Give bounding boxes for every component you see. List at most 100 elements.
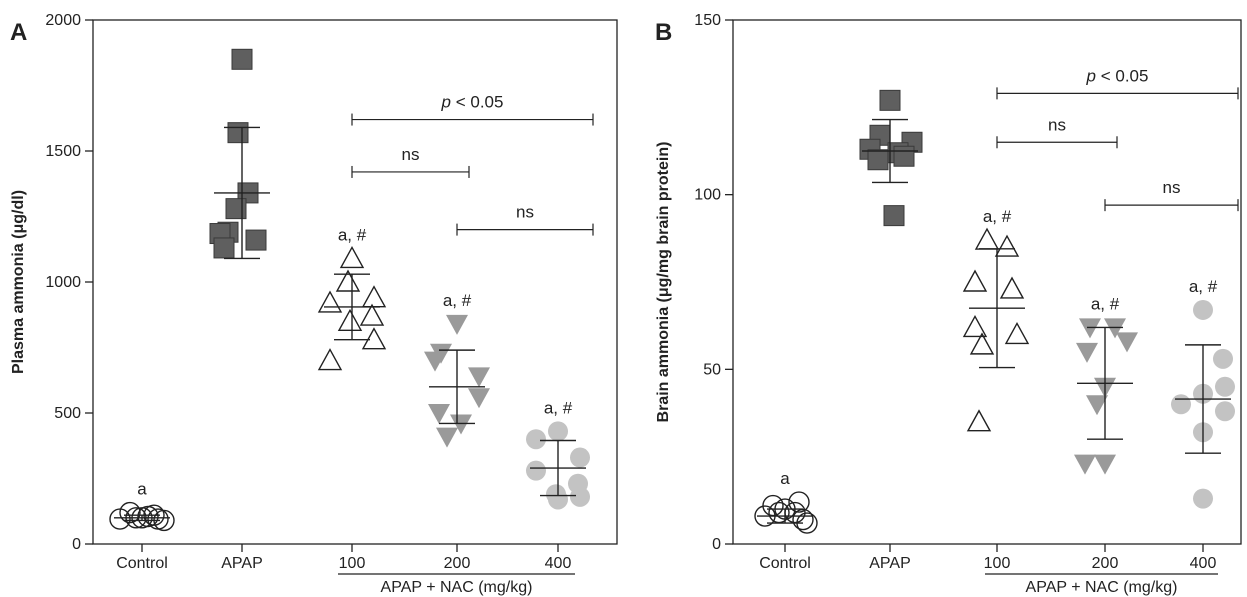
data-point-open-circle bbox=[109, 508, 131, 530]
x-tick-label: Control bbox=[759, 555, 811, 572]
plot-frame bbox=[732, 19, 1242, 545]
data-point-square bbox=[879, 89, 901, 111]
data-point-square bbox=[213, 237, 235, 259]
x-tick-label: 100 bbox=[984, 555, 1011, 572]
x-tick-label: 100 bbox=[339, 555, 366, 572]
data-point-open-triangle bbox=[337, 308, 363, 331]
data-point-square bbox=[883, 205, 905, 227]
data-point-filled-triangle bbox=[424, 351, 446, 372]
significance-label: a, # bbox=[443, 291, 472, 310]
data-point-filled-circle bbox=[548, 421, 568, 442]
data-point-filled-circle bbox=[1171, 394, 1191, 415]
x-tick-label: 200 bbox=[444, 555, 471, 572]
series-200: a, # bbox=[424, 291, 490, 448]
data-point-open-triangle bbox=[999, 276, 1025, 299]
data-point-filled-circle bbox=[1193, 299, 1213, 320]
series-apap bbox=[209, 48, 270, 260]
data-point-square bbox=[893, 145, 915, 167]
significance-label: a bbox=[780, 469, 790, 488]
x-tick-label: Control bbox=[116, 555, 168, 572]
panel-letter: A bbox=[10, 19, 27, 46]
data-point-filled-triangle bbox=[1086, 395, 1108, 416]
data-point-filled-triangle bbox=[1116, 332, 1138, 353]
y-tick-label: 0 bbox=[72, 536, 81, 553]
comparison-label: ns bbox=[1163, 178, 1181, 197]
data-point-open-triangle bbox=[339, 245, 365, 269]
panel-b: B 0 50 100 150 Brain ammonia (μg/mg brain pro… bbox=[655, 12, 1242, 596]
significance-label: a bbox=[137, 480, 147, 499]
comparison-label: ns bbox=[516, 203, 534, 222]
y-axis-title: Plasma ammonia (μg/dl) bbox=[10, 190, 27, 374]
comparison-label: ns bbox=[402, 145, 420, 164]
data-point-filled-circle bbox=[1193, 488, 1213, 509]
y-tick-label: 2000 bbox=[45, 12, 81, 29]
y-tick-label: 100 bbox=[694, 187, 721, 204]
data-point-open-triangle bbox=[317, 290, 343, 313]
comparison-label-text: ns bbox=[402, 145, 420, 164]
x-tick-label: APAP bbox=[221, 555, 263, 572]
data-point-open-triangle bbox=[1004, 321, 1030, 345]
comparison-bracket: ns bbox=[996, 115, 1118, 149]
comparison-bracket: p < 0.05 bbox=[351, 93, 594, 126]
data-point-open-triangle bbox=[361, 327, 387, 350]
y-tick-label: 50 bbox=[703, 361, 721, 378]
x-tick-label: 200 bbox=[1092, 555, 1119, 572]
x-tick-label: 400 bbox=[545, 555, 572, 572]
data-point-open-triangle bbox=[966, 409, 992, 432]
comparison-bracket: ns bbox=[456, 203, 594, 236]
series-400: a, # bbox=[1171, 277, 1235, 509]
data-point-filled-triangle bbox=[436, 427, 458, 448]
comparison-label-italic: p bbox=[1086, 66, 1096, 85]
data-point-filled-triangle bbox=[1094, 454, 1116, 475]
data-point-filled-circle bbox=[526, 460, 546, 481]
data-point-square bbox=[867, 149, 889, 171]
data-point-filled-triangle bbox=[468, 367, 490, 388]
series-control: a bbox=[754, 469, 818, 534]
data-point-open-circle bbox=[768, 501, 790, 524]
data-point-open-triangle bbox=[359, 303, 385, 326]
comparison-label: ns bbox=[1048, 115, 1066, 134]
series-100: a, # bbox=[317, 225, 387, 371]
comparison-label-italic: p bbox=[441, 93, 451, 112]
significance-label: a, # bbox=[983, 207, 1012, 226]
comparison-label: p < 0.05 bbox=[1086, 66, 1149, 85]
panel-a: A 0 500 1000 1500 2000 Plasma ammonia (μg/dl) C… bbox=[10, 12, 618, 596]
comparison-label: p < 0.05 bbox=[441, 93, 504, 112]
data-point-filled-triangle bbox=[450, 414, 472, 435]
data-point-square bbox=[245, 229, 267, 251]
group-label: APAP + NAC (mg/kg) bbox=[1026, 579, 1178, 596]
x-tick-label: APAP bbox=[869, 555, 911, 572]
comparison-bracket: ns bbox=[1104, 178, 1239, 212]
data-point-filled-circle bbox=[1215, 376, 1235, 397]
x-tick-label: 400 bbox=[1190, 555, 1217, 572]
significance-label: a, # bbox=[1091, 294, 1120, 313]
data-point-filled-circle bbox=[1215, 401, 1235, 422]
data-point-filled-triangle bbox=[1076, 342, 1098, 363]
y-tick-label: 1000 bbox=[45, 274, 81, 291]
data-point-open-triangle bbox=[969, 332, 995, 355]
data-point-filled-circle bbox=[1213, 348, 1233, 369]
data-point-filled-circle bbox=[526, 429, 546, 450]
comparison-label-text: < 0.05 bbox=[1096, 66, 1148, 85]
significance-label: a, # bbox=[544, 398, 573, 417]
series-apap bbox=[859, 89, 923, 227]
data-point-open-triangle bbox=[974, 227, 1000, 250]
data-point-open-triangle bbox=[994, 234, 1020, 257]
y-tick-label: 150 bbox=[694, 12, 721, 29]
group-label: APAP + NAC (mg/kg) bbox=[381, 579, 533, 596]
series-400: a, # bbox=[526, 398, 590, 510]
data-point-filled-triangle bbox=[1104, 318, 1126, 339]
data-point-square bbox=[225, 198, 247, 220]
y-tick-label: 500 bbox=[54, 405, 81, 422]
y-tick-label: 1500 bbox=[45, 143, 81, 160]
data-point-open-triangle bbox=[962, 314, 988, 338]
comparison-label-text: ns bbox=[1163, 178, 1181, 197]
panel-letter: B bbox=[655, 19, 672, 46]
series-100: a, # bbox=[962, 207, 1030, 432]
significance-label: a, # bbox=[1189, 277, 1218, 296]
comparison-label-text: ns bbox=[516, 203, 534, 222]
comparison-bracket: ns bbox=[351, 145, 470, 178]
data-point-filled-triangle bbox=[1079, 318, 1101, 339]
data-point-open-circle bbox=[788, 491, 810, 513]
